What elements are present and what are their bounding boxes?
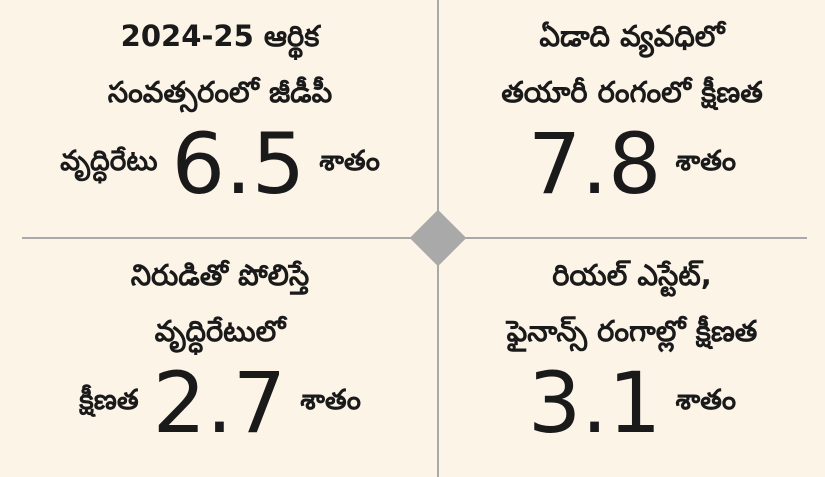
figure-row: క్షీణత 2.7 శాతం: [79, 353, 361, 453]
unit: శాతం: [675, 383, 737, 416]
figure-row: వృద్ధిరేటు 6.5 శాతం: [60, 114, 380, 214]
big-number: 3.1: [527, 354, 662, 452]
prefix: వృద్ధిరేటు: [60, 144, 158, 177]
unit: శాతం: [319, 144, 380, 177]
heading-line: సంవత్సరంలో జీడీపీ: [107, 75, 333, 109]
figure-row: 3.1 శాతం: [528, 353, 736, 453]
big-number: 6.5: [171, 115, 306, 213]
figure-row: 7.8 శాతం: [528, 114, 736, 214]
heading-line: రియల్ ఎస్టేట్,: [552, 258, 712, 292]
big-number: 7.8: [527, 115, 662, 213]
heading-line: ఏడాది వ్యవధిలో: [539, 19, 725, 53]
panel: నిరుడితో పోలిస్తే వృద్ధిరేటులో క్షీణత 2.7 శా…: [14, 239, 426, 477]
big-number: 2.7: [152, 354, 287, 452]
heading-line: 2024-25 ఆర్థిక: [120, 19, 320, 53]
panel: రియల్ ఎస్టేట్, ఫైనాన్స్ రంగాల్లో క్షీణత 3.…: [426, 239, 825, 477]
heading-line: ఫైనాన్స్ రంగాల్లో క్షీణత: [506, 314, 758, 348]
heading-line: వృద్ధిరేటులో: [154, 314, 286, 348]
panel: ఏడాది వ్యవధిలో తయారీ రంగంలో క్షీణత 7.8 శాతం: [426, 0, 825, 238]
heading-line: నిరుడితో పోలిస్తే: [130, 258, 310, 292]
unit: శాతం: [300, 383, 361, 416]
unit: శాతం: [675, 144, 737, 177]
panel: 2024-25 ఆర్థిక సంవత్సరంలో జీడీపీ వృద్ధిరేట…: [14, 0, 426, 238]
heading-line: తయారీ రంగంలో క్షీణత: [501, 75, 763, 109]
prefix: క్షీణత: [79, 383, 139, 416]
